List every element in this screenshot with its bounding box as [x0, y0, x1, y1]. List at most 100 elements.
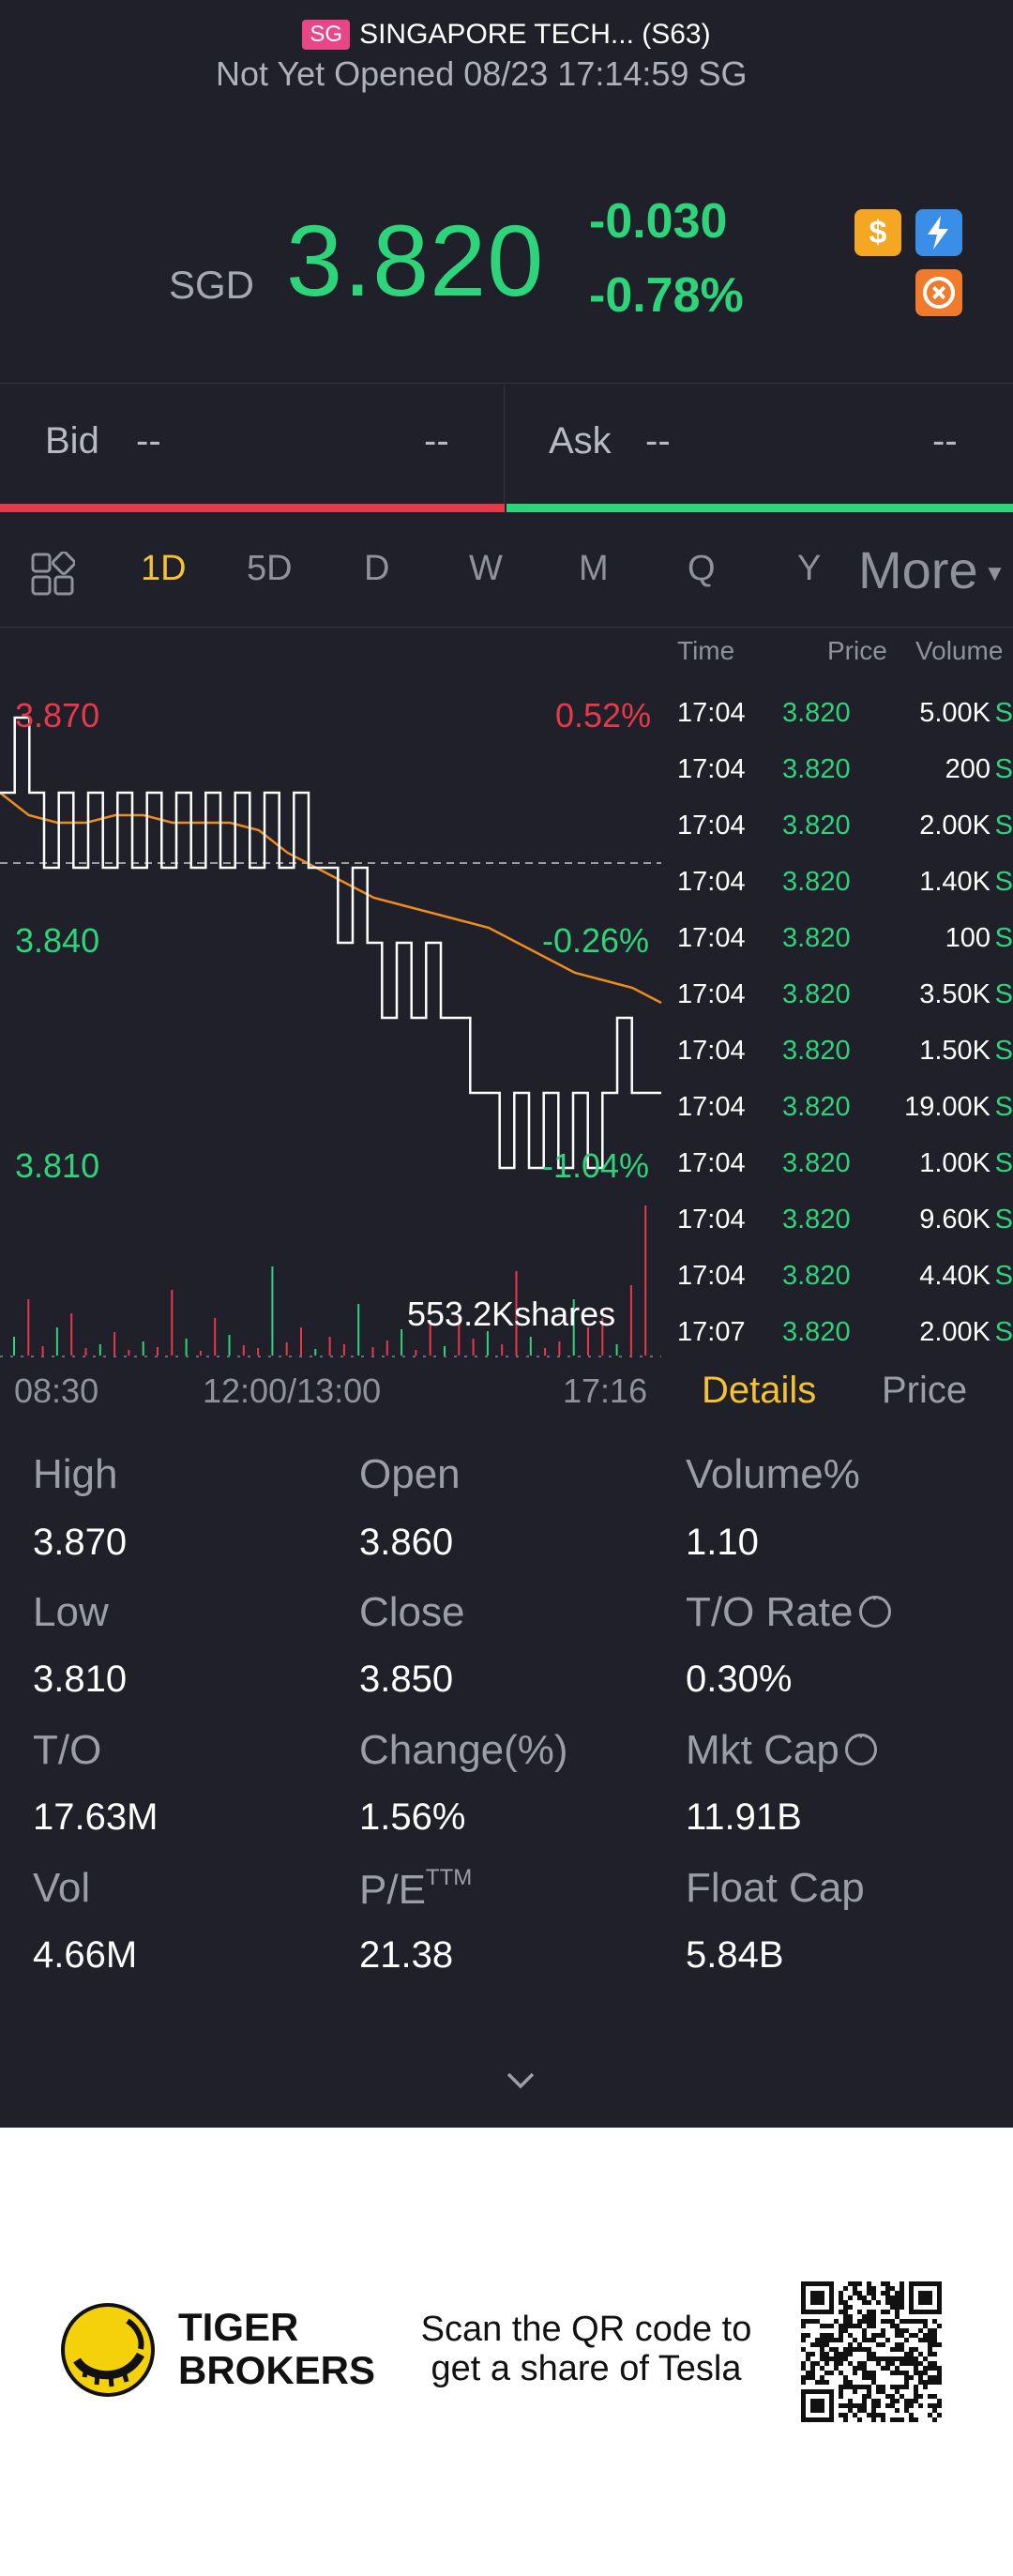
price-change-percent: -0.78% [589, 268, 744, 323]
expand-chevron-icon[interactable] [505, 2064, 537, 2096]
qr-module [932, 2375, 937, 2380]
qr-module [895, 2328, 900, 2333]
volume-bar [185, 1339, 188, 1356]
qr-module [928, 2413, 932, 2417]
qr-module [909, 2352, 914, 2356]
y-axis-mid: 3.840 [15, 921, 100, 960]
qr-code[interactable] [801, 2281, 942, 2422]
qr-module [843, 2347, 848, 2352]
qr-module [876, 2342, 881, 2347]
qr-module [932, 2366, 937, 2371]
qr-module [895, 2291, 900, 2296]
qr-module [914, 2394, 918, 2399]
qr-module [853, 2371, 857, 2375]
tab-price[interactable]: Price [882, 1370, 968, 1411]
tab-5d[interactable]: 5D [247, 549, 293, 588]
qr-module [848, 2361, 853, 2366]
qr-module [853, 2286, 857, 2291]
volume-bar [157, 1347, 159, 1356]
unlink-icon[interactable] [915, 269, 962, 316]
qr-module [839, 2413, 843, 2417]
volume-bar [342, 1344, 345, 1356]
qr-module [843, 2375, 848, 2380]
turnover-rate-label[interactable]: T/O Rate [686, 1585, 891, 1636]
qr-module [895, 2356, 900, 2361]
turnover-rate-text: T/O Rate [686, 1589, 854, 1635]
tab-w[interactable]: W [469, 549, 503, 588]
qr-module [909, 2361, 914, 2366]
volume-bar [55, 1327, 58, 1356]
tab-details[interactable]: Details [702, 1370, 817, 1411]
more-dropdown[interactable]: More ▼ [858, 539, 1005, 600]
vol-label: Vol [33, 1865, 91, 1911]
price-line [0, 716, 661, 1170]
qr-module [871, 2314, 876, 2319]
qr-module [862, 2403, 867, 2408]
qr-module [895, 2385, 900, 2389]
qr-module [867, 2300, 871, 2305]
qr-module [895, 2305, 900, 2310]
volume-bar [328, 1337, 331, 1356]
qr-module [895, 2347, 900, 2352]
flash-icon[interactable] [915, 209, 962, 256]
qr-module [871, 2333, 876, 2338]
qr-module [914, 2366, 918, 2371]
qr-module [843, 2385, 848, 2389]
tab-d[interactable]: D [364, 549, 390, 588]
tiger-brokers-logo-icon [61, 2303, 155, 2397]
qr-module [928, 2333, 932, 2338]
caret-down-icon: ▼ [983, 561, 1006, 586]
scan-prompt: Scan the QR code to get a share of Tesla [413, 2310, 760, 2388]
qr-module [834, 2361, 839, 2366]
qr-module [820, 2342, 824, 2347]
qr-module [937, 2366, 942, 2371]
qr-module [843, 2305, 848, 2310]
qr-module [876, 2399, 881, 2403]
tab-q[interactable]: Q [688, 549, 716, 588]
trade-volume: 9.60K [919, 1205, 990, 1235]
qr-module [810, 2371, 815, 2375]
qr-finder [810, 2399, 824, 2413]
info-icon[interactable] [844, 1723, 877, 1765]
open-label: Open [359, 1451, 461, 1497]
stock-title[interactable]: SG SINGAPORE TECH... (S63) [0, 19, 1013, 51]
qr-module [909, 2417, 914, 2422]
volume-bar [386, 1341, 388, 1356]
qr-module [862, 2385, 867, 2389]
qr-module [876, 2385, 881, 2389]
qr-module [867, 2375, 871, 2380]
qr-module [839, 2333, 843, 2338]
qr-module [914, 2333, 918, 2338]
intraday-chart[interactable] [0, 629, 666, 1360]
turnover-label: T/O [33, 1727, 102, 1773]
qr-module [862, 2375, 867, 2380]
volume-bar [486, 1331, 489, 1356]
tab-1d[interactable]: 1D [141, 549, 187, 588]
info-icon[interactable] [858, 1585, 891, 1628]
scan-line-1: Scan the QR code to [420, 2310, 752, 2349]
qr-module [928, 2361, 932, 2366]
qr-module [900, 2361, 904, 2366]
qr-module [914, 2399, 918, 2403]
qr-module [890, 2356, 895, 2361]
tab-m[interactable]: M [579, 549, 609, 588]
qr-module [909, 2347, 914, 2352]
qr-module [871, 2408, 876, 2413]
market-cap-label[interactable]: Mkt Cap [686, 1723, 877, 1774]
tab-y[interactable]: Y [797, 549, 822, 588]
volume-bar [615, 1344, 618, 1356]
qr-module [848, 2319, 853, 2324]
qr-module [871, 2417, 876, 2422]
qr-module [890, 2361, 895, 2366]
qr-module [820, 2324, 824, 2328]
qr-module [904, 2319, 909, 2324]
qr-finder [810, 2291, 824, 2305]
qr-module [867, 2356, 871, 2361]
qr-module [848, 2324, 853, 2328]
qr-module [867, 2352, 871, 2356]
layout-grid-icon[interactable] [30, 552, 75, 597]
qr-module [904, 2403, 909, 2408]
qr-module [900, 2300, 904, 2305]
dollar-icon[interactable]: $ [854, 209, 901, 256]
qr-module [914, 2385, 918, 2389]
